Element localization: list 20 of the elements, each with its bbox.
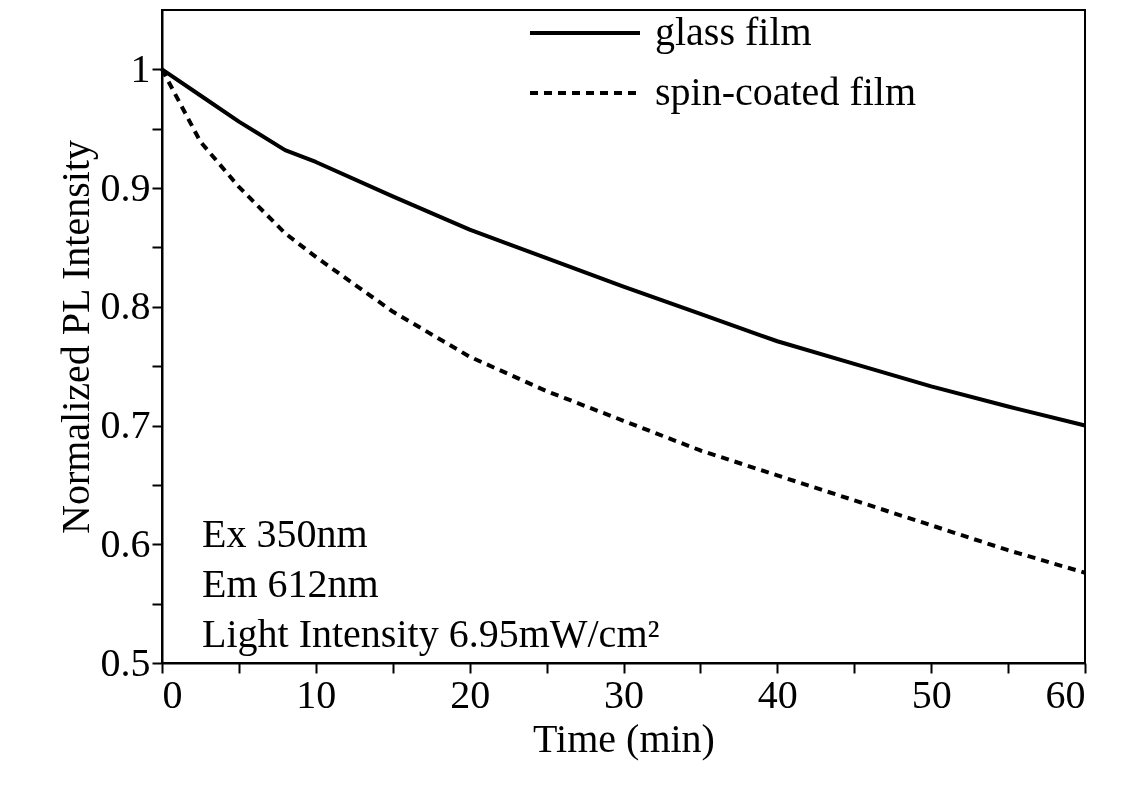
x-tick-label: 40 [757, 671, 798, 717]
x-axis-title: Time (min) [533, 715, 715, 761]
y-tick-label: 0.5 [100, 639, 151, 685]
annotation: Light Intensity 6.95mW/cm² [202, 611, 660, 656]
x-tick-label: 30 [604, 671, 644, 717]
x-tick-label: 50 [911, 671, 952, 717]
y-axis-title: Normalized PL Intensity [52, 140, 98, 534]
x-tick-label: 0 [162, 671, 183, 717]
annotation: Ex 350nm [202, 511, 368, 556]
y-tick-label: 0.8 [100, 283, 151, 329]
y-tick-label: 0.6 [100, 520, 151, 566]
x-tick-label: 60 [1045, 671, 1086, 717]
y-tick-label: 0.7 [100, 402, 151, 448]
legend-label: glass film [655, 9, 812, 54]
annotation: Em 612nm [202, 561, 379, 606]
x-tick-label: 10 [296, 671, 337, 717]
x-tick-label: 20 [450, 671, 491, 717]
legend-label: spin-coated film [655, 69, 917, 114]
y-tick-label: 0.9 [100, 164, 151, 210]
y-tick-label: 1 [130, 45, 151, 91]
